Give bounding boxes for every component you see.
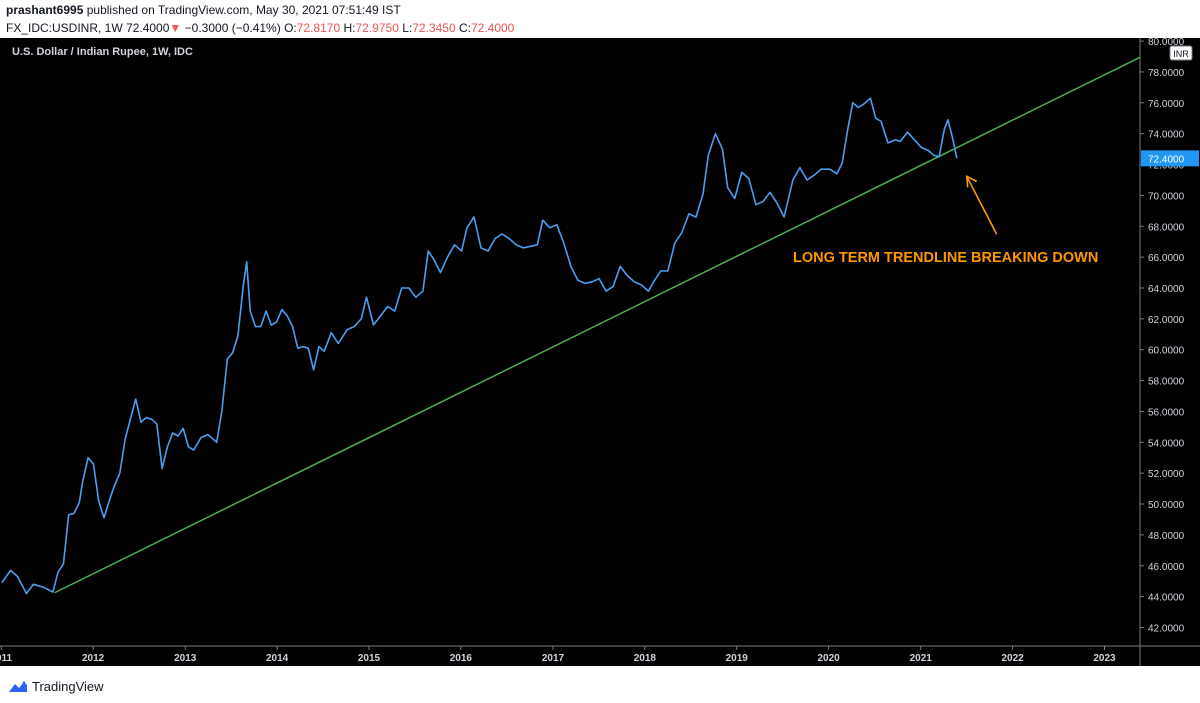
annotation-arrow-head	[965, 175, 978, 188]
published-text: published on TradingView.com, May 30, 20…	[86, 3, 401, 17]
open-value: 72.8170	[296, 21, 341, 35]
symbol-ohlc-line: FX_IDC:USDINR, 1W 72.4000▼ −0.3000 (−0.4…	[6, 21, 514, 35]
y-tick-label: 50.0000	[1148, 500, 1185, 511]
y-tick-label: 46.0000	[1148, 562, 1185, 573]
price-chart[interactable]: 42.0000 44.0000 46.0000 48.0000 50.0000 52.00…	[0, 38, 1200, 666]
last-price-tag	[1141, 150, 1199, 167]
x-tick-label: 2018	[634, 653, 657, 664]
trendline-layer	[54, 56, 1141, 594]
y-tick-label: 78.0000	[1148, 68, 1185, 79]
x-tick-label: 2014	[266, 653, 289, 664]
x-tick-label: 2012	[82, 653, 105, 664]
y-tick-label: 60.0000	[1148, 346, 1185, 357]
last-price-tag-label: 72.4000	[1148, 154, 1185, 165]
tradingview-logo-icon[interactable]	[8, 680, 28, 693]
publish-info: prashant6995 published on TradingView.co…	[6, 3, 401, 17]
trendline	[54, 56, 1141, 594]
price-tag-layer: 72.4000	[1141, 150, 1199, 167]
open-label: O:	[284, 21, 297, 35]
currency-label: INR	[1173, 49, 1189, 59]
y-tick-label: 56.0000	[1148, 407, 1185, 418]
y-tick-label: 44.0000	[1148, 593, 1185, 604]
y-tick-label: 48.0000	[1148, 531, 1185, 542]
y-tick-label: 54.0000	[1148, 438, 1185, 449]
x-tick-label: 2017	[542, 653, 565, 664]
y-tick-label: 62.0000	[1148, 315, 1185, 326]
low-value: 72.3450	[412, 21, 456, 35]
close-value: 72.4000	[470, 21, 515, 35]
symbol-label: FX_IDC:USDINR, 1W	[6, 21, 123, 35]
y-tick-label: 80.0000	[1148, 38, 1185, 48]
y-tick-label: 74.0000	[1148, 130, 1185, 141]
y-tick-label: 66.0000	[1148, 253, 1185, 264]
chart-title: U.S. Dollar / Indian Rupee, 1W, IDC	[12, 46, 193, 58]
last-value: 72.4000	[126, 21, 170, 35]
change-value: −0.3000 (−0.41%)	[184, 21, 281, 35]
tradingview-brand[interactable]: TradingView	[32, 679, 104, 694]
high-label: H:	[343, 21, 356, 35]
publisher-name[interactable]: prashant6995	[6, 3, 84, 17]
y-tick-label: 70.0000	[1148, 191, 1185, 202]
y-tick-label: 52.0000	[1148, 469, 1185, 480]
annotation-arrow	[966, 175, 998, 235]
y-tick-label: 68.0000	[1148, 222, 1185, 233]
chart-header: prashant6995 published on TradingView.co…	[0, 0, 1200, 38]
price-layer	[1, 97, 958, 595]
y-tick-label: 42.0000	[1148, 623, 1185, 634]
annotation-arrow-layer	[965, 175, 998, 235]
high-value: 72.9750	[355, 21, 399, 35]
chart-background	[0, 38, 1200, 666]
price-line	[1, 97, 958, 595]
x-tick-label: 2015	[358, 653, 381, 664]
y-tick-label: 58.0000	[1148, 377, 1185, 388]
x-tick-label: 2023	[1093, 653, 1116, 664]
y-tick-label: 76.0000	[1148, 99, 1185, 110]
x-tick-label: 2020	[818, 653, 841, 664]
x-tick-label: 2016	[450, 653, 473, 664]
x-tick-label: 2011	[0, 653, 13, 664]
close-label: C:	[458, 21, 471, 35]
x-tick-label: 2019	[726, 653, 749, 664]
x-tick-label: 2013	[174, 653, 197, 664]
x-tick-label: 2022	[1002, 653, 1025, 664]
y-tick-label: 64.0000	[1148, 284, 1185, 295]
footer: TradingView	[0, 666, 1200, 703]
x-tick-label: 2021	[910, 653, 933, 664]
currency-label-box	[1169, 45, 1193, 61]
down-arrow-icon: ▼	[169, 21, 182, 35]
low-label: L:	[402, 21, 413, 35]
annotation-text: LONG TERM TRENDLINE BREAKING DOWN	[793, 250, 1098, 266]
